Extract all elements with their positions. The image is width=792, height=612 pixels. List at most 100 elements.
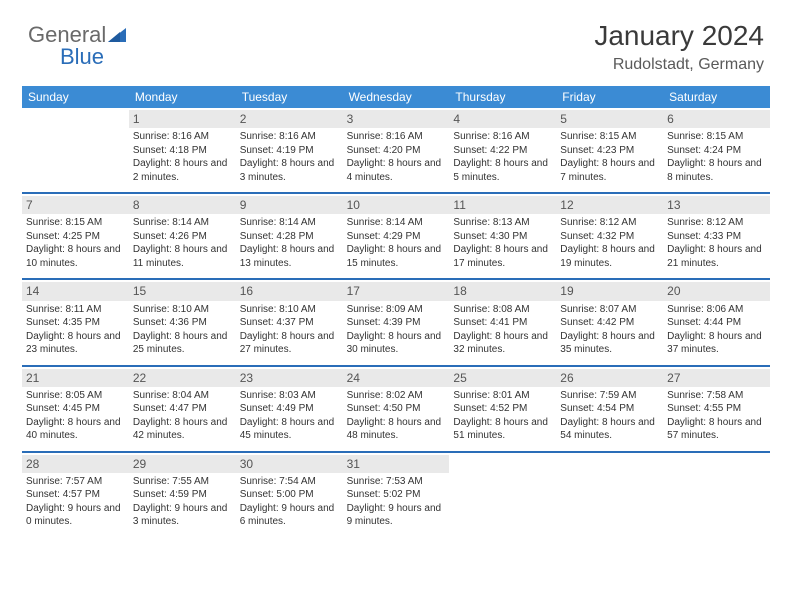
- calendar-cell: 15Sunrise: 8:10 AMSunset: 4:36 PMDayligh…: [129, 280, 236, 364]
- day-number: 2: [236, 110, 343, 128]
- daylight-text: Daylight: 8 hours and 35 minutes.: [560, 330, 659, 357]
- sunrise-text: Sunrise: 8:15 AM: [560, 130, 659, 144]
- calendar-cell: 9Sunrise: 8:14 AMSunset: 4:28 PMDaylight…: [236, 194, 343, 278]
- calendar-cell: 8Sunrise: 8:14 AMSunset: 4:26 PMDaylight…: [129, 194, 236, 278]
- day-header-cell: Monday: [129, 86, 236, 108]
- day-number: 18: [449, 282, 556, 300]
- sunset-text: Sunset: 4:26 PM: [133, 230, 232, 244]
- day-header-cell: Tuesday: [236, 86, 343, 108]
- sunset-text: Sunset: 4:39 PM: [347, 316, 446, 330]
- sunrise-text: Sunrise: 8:04 AM: [133, 389, 232, 403]
- brand-logo-line2: Blue: [60, 44, 104, 70]
- day-number: 31: [343, 455, 450, 473]
- page-header: January 2024 Rudolstadt, Germany: [594, 20, 764, 74]
- sunset-text: Sunset: 4:57 PM: [26, 488, 125, 502]
- sunset-text: Sunset: 4:37 PM: [240, 316, 339, 330]
- daylight-text: Daylight: 8 hours and 45 minutes.: [240, 416, 339, 443]
- calendar-cell: 16Sunrise: 8:10 AMSunset: 4:37 PMDayligh…: [236, 280, 343, 364]
- sunset-text: Sunset: 4:19 PM: [240, 144, 339, 158]
- calendar-cell: 24Sunrise: 8:02 AMSunset: 4:50 PMDayligh…: [343, 367, 450, 451]
- sunrise-text: Sunrise: 7:58 AM: [667, 389, 766, 403]
- sunrise-text: Sunrise: 8:03 AM: [240, 389, 339, 403]
- day-number: 15: [129, 282, 236, 300]
- sunrise-text: Sunrise: 8:16 AM: [453, 130, 552, 144]
- sunrise-text: Sunrise: 8:10 AM: [240, 303, 339, 317]
- day-number: 6: [663, 110, 770, 128]
- day-header-cell: Friday: [556, 86, 663, 108]
- sunset-text: Sunset: 4:52 PM: [453, 402, 552, 416]
- calendar-cell-empty: [22, 108, 129, 192]
- day-number: 27: [663, 369, 770, 387]
- calendar-cell: 18Sunrise: 8:08 AMSunset: 4:41 PMDayligh…: [449, 280, 556, 364]
- logo-icon: [108, 26, 130, 44]
- day-number: 3: [343, 110, 450, 128]
- sunset-text: Sunset: 5:00 PM: [240, 488, 339, 502]
- calendar-cell: 17Sunrise: 8:09 AMSunset: 4:39 PMDayligh…: [343, 280, 450, 364]
- day-number: 14: [22, 282, 129, 300]
- daylight-text: Daylight: 8 hours and 23 minutes.: [26, 330, 125, 357]
- calendar-week-row: 21Sunrise: 8:05 AMSunset: 4:45 PMDayligh…: [22, 365, 770, 451]
- calendar-cell: 4Sunrise: 8:16 AMSunset: 4:22 PMDaylight…: [449, 108, 556, 192]
- daylight-text: Daylight: 8 hours and 19 minutes.: [560, 243, 659, 270]
- sunset-text: Sunset: 4:25 PM: [26, 230, 125, 244]
- sunset-text: Sunset: 4:18 PM: [133, 144, 232, 158]
- sunrise-text: Sunrise: 8:16 AM: [240, 130, 339, 144]
- sunset-text: Sunset: 4:49 PM: [240, 402, 339, 416]
- day-number: 9: [236, 196, 343, 214]
- sunrise-text: Sunrise: 8:16 AM: [347, 130, 446, 144]
- daylight-text: Daylight: 8 hours and 37 minutes.: [667, 330, 766, 357]
- sunset-text: Sunset: 4:28 PM: [240, 230, 339, 244]
- sunrise-text: Sunrise: 7:59 AM: [560, 389, 659, 403]
- daylight-text: Daylight: 8 hours and 11 minutes.: [133, 243, 232, 270]
- calendar-cell: 28Sunrise: 7:57 AMSunset: 4:57 PMDayligh…: [22, 453, 129, 537]
- daylight-text: Daylight: 8 hours and 48 minutes.: [347, 416, 446, 443]
- calendar-cell: 25Sunrise: 8:01 AMSunset: 4:52 PMDayligh…: [449, 367, 556, 451]
- calendar-cell: 19Sunrise: 8:07 AMSunset: 4:42 PMDayligh…: [556, 280, 663, 364]
- sunrise-text: Sunrise: 8:15 AM: [26, 216, 125, 230]
- calendar-cell: 23 Sunrise: 8:03 AMSunset: 4:49 PMDayligh…: [236, 367, 343, 451]
- calendar-cell: 6Sunrise: 8:15 AMSunset: 4:24 PMDaylight…: [663, 108, 770, 192]
- calendar-cell: 20Sunrise: 8:06 AMSunset: 4:44 PMDayligh…: [663, 280, 770, 364]
- day-number: 12: [556, 196, 663, 214]
- calendar-cell: 12 Sunrise: 8:12 AMSunset: 4:32 PMDayligh…: [556, 194, 663, 278]
- daylight-text: Daylight: 8 hours and 7 minutes.: [560, 157, 659, 184]
- sunrise-text: Sunrise: 8:01 AM: [453, 389, 552, 403]
- day-number: 21: [22, 369, 129, 387]
- sunrise-text: Sunrise: 7:57 AM: [26, 475, 125, 489]
- daylight-text: Daylight: 8 hours and 40 minutes.: [26, 416, 125, 443]
- calendar-cell-empty: [663, 453, 770, 537]
- day-number: 24: [343, 369, 450, 387]
- daylight-text: Daylight: 9 hours and 9 minutes.: [347, 502, 446, 529]
- calendar-week-row: 1Sunrise: 8:16 AMSunset: 4:18 PMDaylight…: [22, 108, 770, 192]
- day-number: 22: [129, 369, 236, 387]
- sunrise-text: Sunrise: 8:16 AM: [133, 130, 232, 144]
- sunrise-text: Sunrise: 8:08 AM: [453, 303, 552, 317]
- sunset-text: Sunset: 4:23 PM: [560, 144, 659, 158]
- daylight-text: Daylight: 8 hours and 54 minutes.: [560, 416, 659, 443]
- sunrise-text: Sunrise: 7:53 AM: [347, 475, 446, 489]
- day-number: 28: [22, 455, 129, 473]
- sunset-text: Sunset: 4:33 PM: [667, 230, 766, 244]
- sunrise-text: Sunrise: 8:05 AM: [26, 389, 125, 403]
- sunset-text: Sunset: 4:24 PM: [667, 144, 766, 158]
- sunset-text: Sunset: 4:32 PM: [560, 230, 659, 244]
- calendar-cell: 27Sunrise: 7:58 AMSunset: 4:55 PMDayligh…: [663, 367, 770, 451]
- sunrise-text: Sunrise: 7:54 AM: [240, 475, 339, 489]
- calendar-cell: 7Sunrise: 8:15 AMSunset: 4:25 PMDaylight…: [22, 194, 129, 278]
- day-number: 10: [343, 196, 450, 214]
- sunrise-text: Sunrise: 8:09 AM: [347, 303, 446, 317]
- sunrise-text: Sunrise: 8:14 AM: [240, 216, 339, 230]
- calendar-week-row: 14Sunrise: 8:11 AMSunset: 4:35 PMDayligh…: [22, 278, 770, 364]
- calendar-cell: 10Sunrise: 8:14 AMSunset: 4:29 PMDayligh…: [343, 194, 450, 278]
- day-header-cell: Thursday: [449, 86, 556, 108]
- sunrise-text: Sunrise: 8:12 AM: [560, 216, 659, 230]
- day-number: 23: [236, 369, 343, 387]
- daylight-text: Daylight: 8 hours and 25 minutes.: [133, 330, 232, 357]
- page-title: January 2024: [594, 20, 764, 52]
- sunset-text: Sunset: 4:30 PM: [453, 230, 552, 244]
- sunrise-text: Sunrise: 8:06 AM: [667, 303, 766, 317]
- daylight-text: Daylight: 9 hours and 6 minutes.: [240, 502, 339, 529]
- calendar-cell: 22Sunrise: 8:04 AMSunset: 4:47 PMDayligh…: [129, 367, 236, 451]
- calendar-cell: 3Sunrise: 8:16 AMSunset: 4:20 PMDaylight…: [343, 108, 450, 192]
- day-header-cell: Sunday: [22, 86, 129, 108]
